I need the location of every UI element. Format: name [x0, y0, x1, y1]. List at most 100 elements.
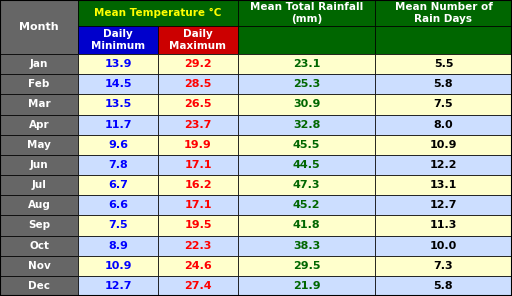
Text: 13.1: 13.1: [430, 180, 457, 190]
Bar: [375, 155, 512, 175]
Bar: [0, 215, 78, 236]
Text: 10.9: 10.9: [430, 140, 457, 150]
Bar: [238, 215, 375, 236]
Bar: [375, 256, 512, 276]
Bar: [78, 26, 158, 54]
Text: 38.3: 38.3: [293, 241, 320, 251]
Text: 25.3: 25.3: [293, 79, 320, 89]
Text: 10.9: 10.9: [104, 261, 132, 271]
Bar: [78, 175, 158, 195]
Bar: [238, 115, 375, 135]
Bar: [375, 94, 512, 115]
Text: 7.5: 7.5: [434, 99, 453, 110]
Bar: [375, 175, 512, 195]
Bar: [78, 276, 158, 296]
Bar: [238, 74, 375, 94]
Bar: [0, 135, 78, 155]
Bar: [238, 26, 375, 54]
Text: Nov: Nov: [28, 261, 50, 271]
Text: 5.5: 5.5: [434, 59, 453, 69]
Bar: [375, 135, 512, 155]
Bar: [375, 276, 512, 296]
Bar: [375, 195, 512, 215]
Text: 13.5: 13.5: [104, 99, 132, 110]
Text: 7.3: 7.3: [434, 261, 453, 271]
Bar: [158, 175, 238, 195]
Bar: [0, 195, 78, 215]
Bar: [0, 94, 78, 115]
Text: Jan: Jan: [30, 59, 48, 69]
Text: 29.2: 29.2: [184, 59, 212, 69]
Text: 6.7: 6.7: [108, 180, 128, 190]
Bar: [238, 155, 375, 175]
Text: Mar: Mar: [28, 99, 50, 110]
Bar: [375, 115, 512, 135]
Text: 13.9: 13.9: [104, 59, 132, 69]
Text: Apr: Apr: [29, 120, 49, 130]
Bar: [375, 0, 512, 26]
Text: 17.1: 17.1: [184, 200, 212, 210]
Text: 8.0: 8.0: [434, 120, 453, 130]
Bar: [78, 74, 158, 94]
Text: 6.6: 6.6: [108, 200, 128, 210]
Bar: [375, 74, 512, 94]
Bar: [158, 115, 238, 135]
Text: 29.5: 29.5: [293, 261, 320, 271]
Bar: [0, 115, 78, 135]
Text: Feb: Feb: [28, 79, 50, 89]
Text: 7.5: 7.5: [108, 221, 128, 230]
Text: Jun: Jun: [30, 160, 48, 170]
Bar: [78, 256, 158, 276]
Bar: [375, 26, 512, 54]
Bar: [158, 195, 238, 215]
Bar: [158, 155, 238, 175]
Text: 11.7: 11.7: [104, 120, 132, 130]
Text: 17.1: 17.1: [184, 160, 212, 170]
Text: 14.5: 14.5: [104, 79, 132, 89]
Text: 12.2: 12.2: [430, 160, 457, 170]
Text: Jul: Jul: [32, 180, 47, 190]
Bar: [375, 236, 512, 256]
Text: 11.3: 11.3: [430, 221, 457, 230]
Bar: [158, 276, 238, 296]
Text: Month: Month: [19, 22, 59, 32]
Bar: [0, 236, 78, 256]
Text: 7.8: 7.8: [108, 160, 128, 170]
Bar: [238, 175, 375, 195]
Text: 8.9: 8.9: [108, 241, 128, 251]
Text: Mean Temperature °C: Mean Temperature °C: [94, 8, 222, 18]
Bar: [238, 54, 375, 74]
Bar: [158, 135, 238, 155]
Bar: [78, 215, 158, 236]
Bar: [238, 276, 375, 296]
Text: 19.5: 19.5: [184, 221, 212, 230]
Text: 10.0: 10.0: [430, 241, 457, 251]
Bar: [0, 74, 78, 94]
Bar: [238, 236, 375, 256]
Text: 23.1: 23.1: [293, 59, 320, 69]
Text: May: May: [27, 140, 51, 150]
Text: Oct: Oct: [29, 241, 49, 251]
Text: 47.3: 47.3: [293, 180, 320, 190]
Bar: [78, 115, 158, 135]
Text: 22.3: 22.3: [184, 241, 211, 251]
Bar: [0, 0, 78, 54]
Bar: [158, 54, 238, 74]
Bar: [158, 256, 238, 276]
Text: 12.7: 12.7: [430, 200, 457, 210]
Text: Daily
Maximum: Daily Maximum: [169, 29, 226, 51]
Bar: [0, 276, 78, 296]
Bar: [238, 0, 375, 26]
Text: 23.7: 23.7: [184, 120, 211, 130]
Bar: [78, 54, 158, 74]
Text: Daily
Minimum: Daily Minimum: [91, 29, 145, 51]
Bar: [238, 135, 375, 155]
Bar: [0, 175, 78, 195]
Text: 32.8: 32.8: [293, 120, 320, 130]
Text: Dec: Dec: [28, 281, 50, 291]
Bar: [78, 0, 238, 26]
Bar: [158, 236, 238, 256]
Text: 44.5: 44.5: [293, 160, 321, 170]
Text: 27.4: 27.4: [184, 281, 212, 291]
Bar: [0, 54, 78, 74]
